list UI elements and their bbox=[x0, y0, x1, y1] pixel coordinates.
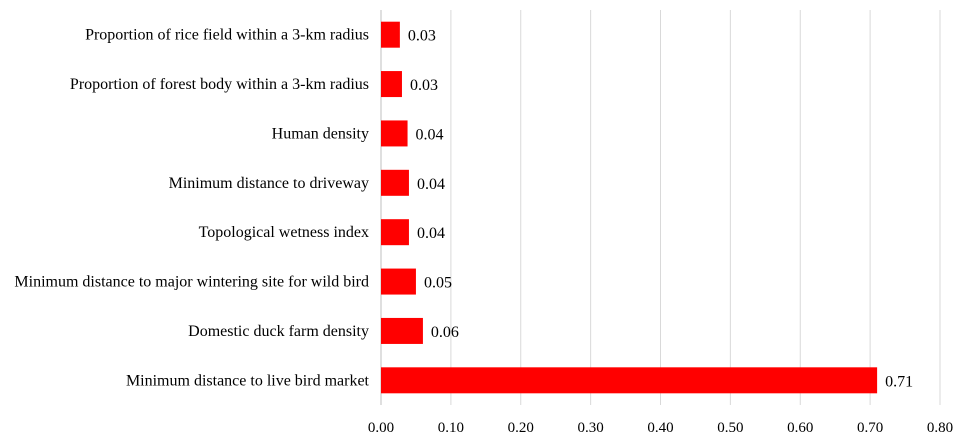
data-label: 0.03 bbox=[410, 77, 438, 94]
bar bbox=[381, 317, 423, 344]
category-label: Domestic duck farm density bbox=[188, 323, 369, 340]
x-tick-label: 0.10 bbox=[438, 420, 464, 436]
x-tick-label: 0.20 bbox=[508, 420, 534, 436]
data-label: 0.03 bbox=[408, 28, 436, 45]
x-tick-label: 0.40 bbox=[647, 420, 673, 436]
category-label: Minimum distance to driveway bbox=[169, 175, 369, 192]
category-label: Human density bbox=[272, 125, 369, 142]
data-label: 0.06 bbox=[431, 324, 459, 341]
category-label: Minimum distance to live bird market bbox=[126, 372, 370, 389]
bar bbox=[381, 268, 416, 295]
data-label: 0.04 bbox=[417, 176, 445, 193]
data-label: 0.71 bbox=[885, 373, 913, 390]
grid-layer bbox=[380, 10, 941, 405]
bar-layer bbox=[381, 21, 878, 394]
bar bbox=[381, 219, 409, 246]
bar bbox=[381, 169, 409, 196]
category-label: Topological wetness index bbox=[199, 224, 369, 241]
x-tick-label: 0.30 bbox=[578, 420, 604, 436]
bar bbox=[381, 120, 408, 147]
x-tick-label: 0.50 bbox=[717, 420, 743, 436]
label-layer: 0.00 0.10 0.20 0.30 0.40 0.50 0.60 0.70 0.80 Prop… bbox=[14, 27, 953, 436]
bar bbox=[381, 367, 878, 394]
bar bbox=[381, 71, 402, 98]
x-tick-label: 0.60 bbox=[787, 420, 813, 436]
bar bbox=[381, 21, 400, 48]
data-label: 0.05 bbox=[424, 275, 452, 292]
x-tick-label: 0.80 bbox=[927, 420, 953, 436]
x-tick-label: 0.00 bbox=[368, 420, 394, 436]
category-label: Minimum distance to major wintering site… bbox=[14, 274, 369, 291]
data-label: 0.04 bbox=[416, 126, 444, 143]
x-tick-label: 0.70 bbox=[857, 420, 883, 436]
data-label: 0.04 bbox=[417, 225, 445, 242]
category-label: Proportion of forest body within a 3-km … bbox=[70, 76, 369, 93]
category-label: Proportion of rice field within a 3-km r… bbox=[85, 27, 369, 44]
